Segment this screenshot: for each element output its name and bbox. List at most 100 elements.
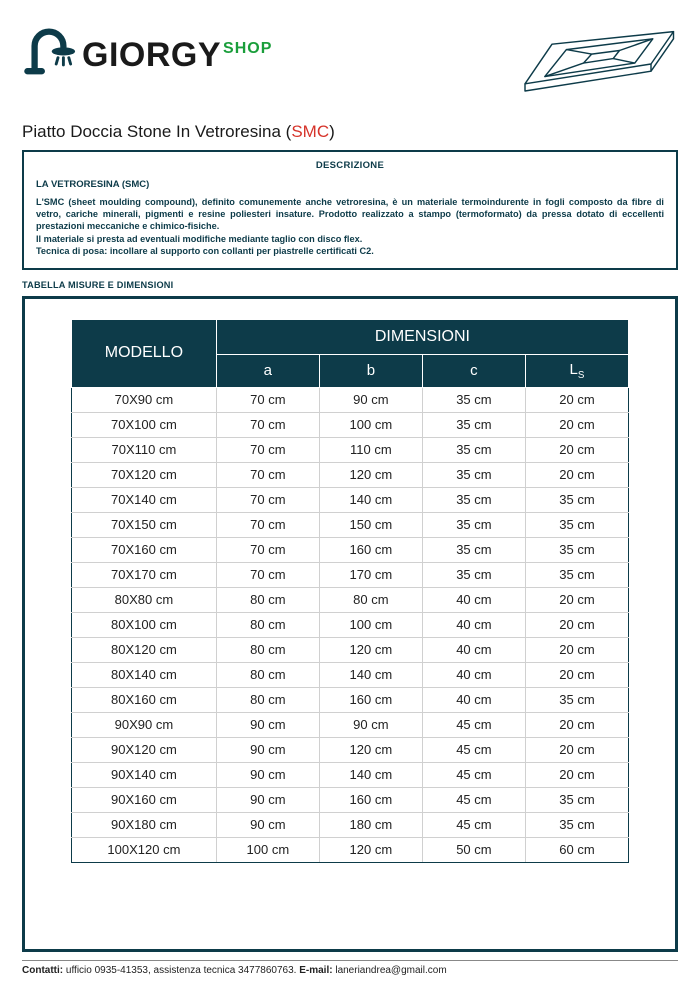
table-cell: 90X140 cm <box>72 762 217 787</box>
table-cell: 40 cm <box>422 612 525 637</box>
table-cell: 35 cm <box>525 512 628 537</box>
table-row: 90X180 cm90 cm180 cm45 cm35 cm <box>72 812 629 837</box>
footer-contacts-label: Contatti: <box>22 965 63 976</box>
table-cell: 100 cm <box>216 837 319 862</box>
table-cell: 80X100 cm <box>72 612 217 637</box>
table-row: 80X160 cm80 cm160 cm40 cm35 cm <box>72 687 629 712</box>
table-cell: 150 cm <box>319 512 422 537</box>
table-cell: 45 cm <box>422 812 525 837</box>
table-cell: 20 cm <box>525 412 628 437</box>
table-cell: 70X120 cm <box>72 462 217 487</box>
table-cell: 70X160 cm <box>72 537 217 562</box>
table-cell: 100 cm <box>319 612 422 637</box>
table-cell: 20 cm <box>525 462 628 487</box>
product-title-smc: SMC <box>291 122 329 141</box>
table-cell: 70 cm <box>216 412 319 437</box>
table-cell: 70 cm <box>216 537 319 562</box>
footer: Contatti: ufficio 0935-41353, assistenza… <box>22 960 678 976</box>
table-cell: 70X150 cm <box>72 512 217 537</box>
table-row: 70X150 cm70 cm150 cm35 cm35 cm <box>72 512 629 537</box>
th-c: c <box>422 354 525 387</box>
table-cell: 160 cm <box>319 687 422 712</box>
table-cell: 35 cm <box>422 437 525 462</box>
description-subheading: LA VETRORESINA (SMC) <box>36 179 664 192</box>
table-cell: 100X120 cm <box>72 837 217 862</box>
table-cell: 20 cm <box>525 762 628 787</box>
table-cell: 170 cm <box>319 562 422 587</box>
th-a: a <box>216 354 319 387</box>
product-title-suffix: ) <box>329 122 335 141</box>
table-cell: 70X90 cm <box>72 387 217 412</box>
product-diagram-icon <box>498 18 678 110</box>
table-cell: 70X100 cm <box>72 412 217 437</box>
table-cell: 20 cm <box>525 437 628 462</box>
table-cell: 40 cm <box>422 662 525 687</box>
table-cell: 140 cm <box>319 762 422 787</box>
table-cell: 80 cm <box>216 587 319 612</box>
table-cell: 80X80 cm <box>72 587 217 612</box>
table-row: 90X90 cm90 cm90 cm45 cm20 cm <box>72 712 629 737</box>
table-cell: 80 cm <box>216 637 319 662</box>
table-row: 100X120 cm100 cm120 cm50 cm60 cm <box>72 837 629 862</box>
table-cell: 90 cm <box>216 787 319 812</box>
table-cell: 80 cm <box>216 687 319 712</box>
table-cell: 90X180 cm <box>72 812 217 837</box>
table-cell: 90X90 cm <box>72 712 217 737</box>
dimensions-table-container: MODELLO DIMENSIONI a b c LS 70X90 cm70 c… <box>22 296 678 952</box>
table-cell: 70 cm <box>216 387 319 412</box>
table-cell: 60 cm <box>525 837 628 862</box>
table-row: 80X120 cm80 cm120 cm40 cm20 cm <box>72 637 629 662</box>
table-cell: 20 cm <box>525 612 628 637</box>
table-cell: 20 cm <box>525 637 628 662</box>
table-cell: 20 cm <box>525 662 628 687</box>
table-cell: 90 cm <box>216 712 319 737</box>
table-cell: 40 cm <box>422 587 525 612</box>
table-cell: 35 cm <box>422 412 525 437</box>
table-cell: 35 cm <box>525 537 628 562</box>
dimensions-table: MODELLO DIMENSIONI a b c LS 70X90 cm70 c… <box>71 319 629 863</box>
table-cell: 35 cm <box>422 562 525 587</box>
th-modello: MODELLO <box>72 319 217 387</box>
table-cell: 80X160 cm <box>72 687 217 712</box>
table-cell: 90 cm <box>216 812 319 837</box>
table-cell: 40 cm <box>422 637 525 662</box>
table-cell: 70 cm <box>216 512 319 537</box>
table-cell: 70X110 cm <box>72 437 217 462</box>
th-ls: LS <box>525 354 628 387</box>
table-cell: 70X140 cm <box>72 487 217 512</box>
table-cell: 45 cm <box>422 787 525 812</box>
th-b: b <box>319 354 422 387</box>
brand-name-sub: SHOP <box>223 40 272 57</box>
th-dimensioni: DIMENSIONI <box>216 319 628 354</box>
table-cell: 70X170 cm <box>72 562 217 587</box>
table-cell: 90 cm <box>216 762 319 787</box>
footer-email-label: E-mail: <box>299 965 332 976</box>
table-cell: 120 cm <box>319 837 422 862</box>
table-cell: 120 cm <box>319 637 422 662</box>
table-row: 70X160 cm70 cm160 cm35 cm35 cm <box>72 537 629 562</box>
table-cell: 70 cm <box>216 562 319 587</box>
table-cell: 160 cm <box>319 787 422 812</box>
table-cell: 100 cm <box>319 412 422 437</box>
table-cell: 35 cm <box>525 687 628 712</box>
table-cell: 80 cm <box>319 587 422 612</box>
table-cell: 80X120 cm <box>72 637 217 662</box>
table-cell: 35 cm <box>525 812 628 837</box>
table-cell: 70 cm <box>216 462 319 487</box>
brand-logo: GIORGYSHOP <box>22 18 272 82</box>
table-cell: 90X120 cm <box>72 737 217 762</box>
footer-email-text: laneriandrea@gmail.com <box>333 965 447 976</box>
table-cell: 35 cm <box>422 387 525 412</box>
table-cell: 90 cm <box>216 737 319 762</box>
table-row: 70X90 cm70 cm90 cm35 cm20 cm <box>72 387 629 412</box>
table-cell: 180 cm <box>319 812 422 837</box>
table-row: 70X100 cm70 cm100 cm35 cm20 cm <box>72 412 629 437</box>
table-cell: 35 cm <box>422 512 525 537</box>
table-cell: 20 cm <box>525 737 628 762</box>
table-cell: 80 cm <box>216 662 319 687</box>
table-row: 80X100 cm80 cm100 cm40 cm20 cm <box>72 612 629 637</box>
table-cell: 80 cm <box>216 612 319 637</box>
table-cell: 70 cm <box>216 487 319 512</box>
table-cell: 140 cm <box>319 662 422 687</box>
table-cell: 50 cm <box>422 837 525 862</box>
